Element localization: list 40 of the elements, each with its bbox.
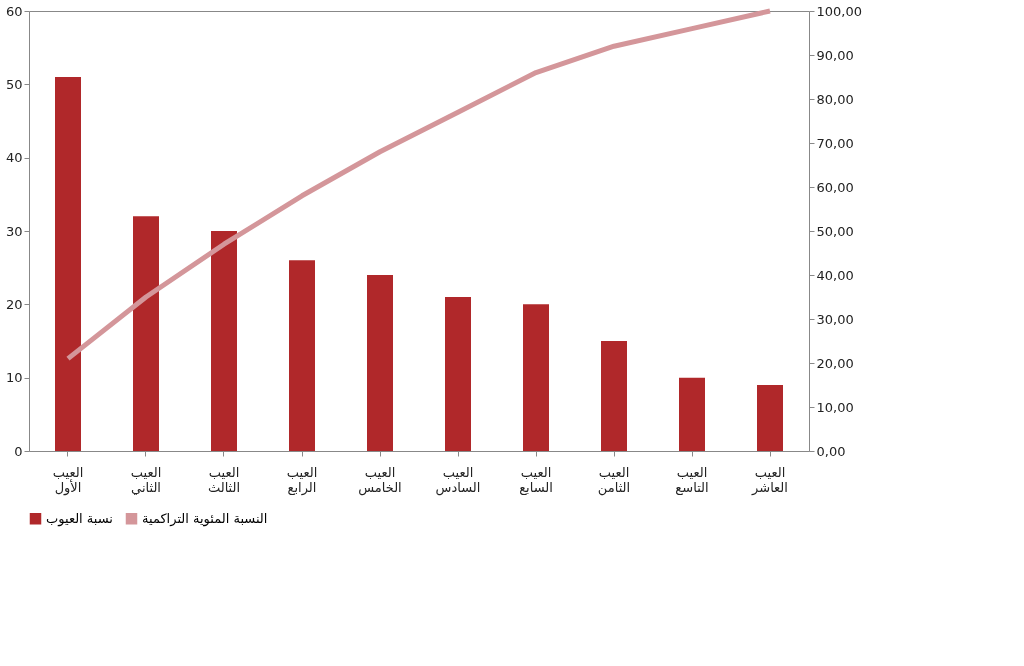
x-tick-label: العيب التاسع (675, 464, 709, 496)
y2-tick-label: 10,00 (816, 399, 854, 415)
x-tick-label: العيب الثاني (130, 464, 162, 495)
y2-tick-label: 30,00 (816, 311, 854, 327)
bar (757, 385, 783, 451)
y-tick-label: 30 (5, 223, 23, 239)
x-tick-label: العيب الثالث (207, 464, 241, 495)
y2-tick-label: 70,00 (816, 135, 854, 151)
y2-tick-label: 50,00 (816, 223, 854, 239)
y-tick-label: 0 (14, 443, 23, 459)
bar (445, 297, 471, 451)
y2-tick-label: 90,00 (816, 47, 854, 63)
x-tick-label: العيب العاشر (751, 464, 788, 496)
bar (211, 231, 237, 451)
bar (289, 260, 315, 451)
legend-label: النسبة المئوية التراكمية (142, 510, 268, 527)
bar (133, 216, 159, 451)
x-tick-label: العيب الخامس (358, 464, 402, 496)
bar (601, 341, 627, 451)
y2-tick-label: 0,00 (816, 443, 846, 459)
y-tick-label: 20 (5, 296, 23, 312)
y2-tick-label: 100,00 (816, 3, 862, 19)
y2-tick-label: 80,00 (816, 91, 854, 107)
x-tick-label: العيب الأول (52, 464, 84, 496)
y-tick-label: 40 (5, 150, 23, 166)
y2-tick-label: 20,00 (816, 355, 854, 371)
x-tick-label: العيب الرابع (286, 464, 318, 496)
bar (523, 304, 549, 451)
bar (367, 275, 393, 451)
x-tick-label: العيب السابع (519, 464, 553, 496)
y2-tick-label: 40,00 (816, 267, 854, 283)
bar (679, 377, 705, 451)
y2-tick-label: 60,00 (816, 179, 854, 195)
x-tick-label: العيب السادس (435, 464, 481, 496)
y-tick-label: 10 (5, 370, 23, 386)
x-tick-label: العيب الثامن (597, 464, 631, 496)
y-tick-label: 60 (5, 3, 23, 19)
legend-label: نسبة العيوب (46, 510, 113, 527)
y-tick-label: 50 (5, 76, 23, 92)
bar (55, 77, 81, 451)
